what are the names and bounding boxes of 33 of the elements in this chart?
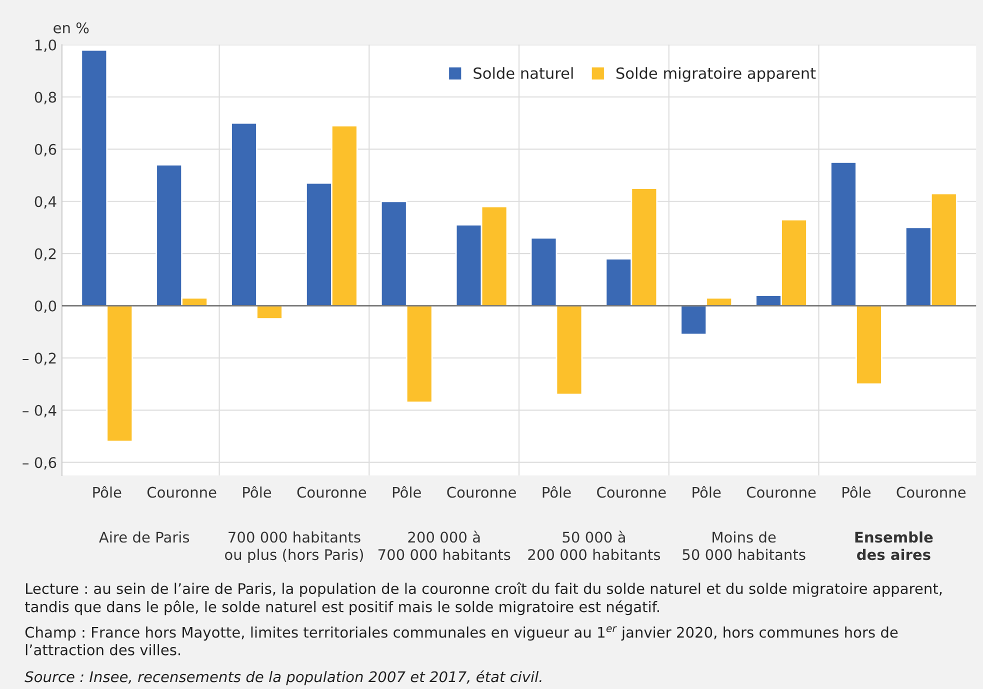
y-tick-label: – 0,2: [22, 352, 56, 366]
x-tick-label: Couronne: [297, 486, 366, 498]
text: Champ : France hors Mayotte, limites territoriales communales en vigueur au 1$^{er}$ janvier 2020, hors communes hors de l’attraction des villes.: [25, 626, 898, 656]
x-tick-label: Couronne: [447, 486, 516, 498]
y-tick-label: 1,0: [35, 40, 56, 52]
text: Ensemble des aires: [855, 531, 933, 560]
legend-label: Solde naturel: [474, 67, 573, 79]
text: Aire de Paris: [99, 531, 190, 543]
x-tick-label: Pôle: [93, 486, 122, 498]
text: 700 000 habitants ou plus (hors Paris): [224, 531, 364, 563]
y-tick-label: 0,2: [34, 248, 56, 261]
y-tick-label: 0,8: [34, 92, 56, 104]
source-note: Source : Insee, recensements de la population 2007 et 2017, état civil.: [24, 670, 542, 686]
text: 50 000 à 200 000 habitants: [528, 530, 660, 560]
x-tick-label: Pôle: [243, 486, 272, 498]
x-tick-label: Couronne: [147, 486, 216, 498]
y-tick-label: 0,4: [34, 196, 56, 209]
y-tick-label: 0,0: [34, 300, 56, 314]
x-tick-label: Couronne: [597, 486, 666, 498]
text: 200 000 à 700 000 habitants: [378, 530, 510, 560]
x-tick-label: Pôle: [842, 486, 871, 498]
x-tick-label: Couronne: [896, 486, 966, 498]
y-tick-label: – 0,4: [22, 404, 56, 418]
y-tick-label: 0,6: [34, 144, 56, 156]
legend-label: Solde migratoire apparent: [616, 67, 816, 82]
x-tick-label: Pôle: [392, 486, 421, 498]
x-tick-label: Pôle: [692, 486, 721, 498]
text: Moins de 50 000 habitants: [682, 531, 806, 560]
y-axis-title: en %: [54, 22, 89, 34]
x-tick-label: Couronne: [746, 486, 816, 498]
y-tick-label: – 0,6: [22, 457, 56, 470]
x-tick-label: Pôle: [542, 486, 571, 498]
text: Lecture : au sein de l’aire de Paris, la population de la couronne croît du fait du solde naturel et du solde migratoire apparent, tandis que dans le pôle, le solde naturel est positif mais le solde migratoire est négatif.: [24, 582, 942, 616]
